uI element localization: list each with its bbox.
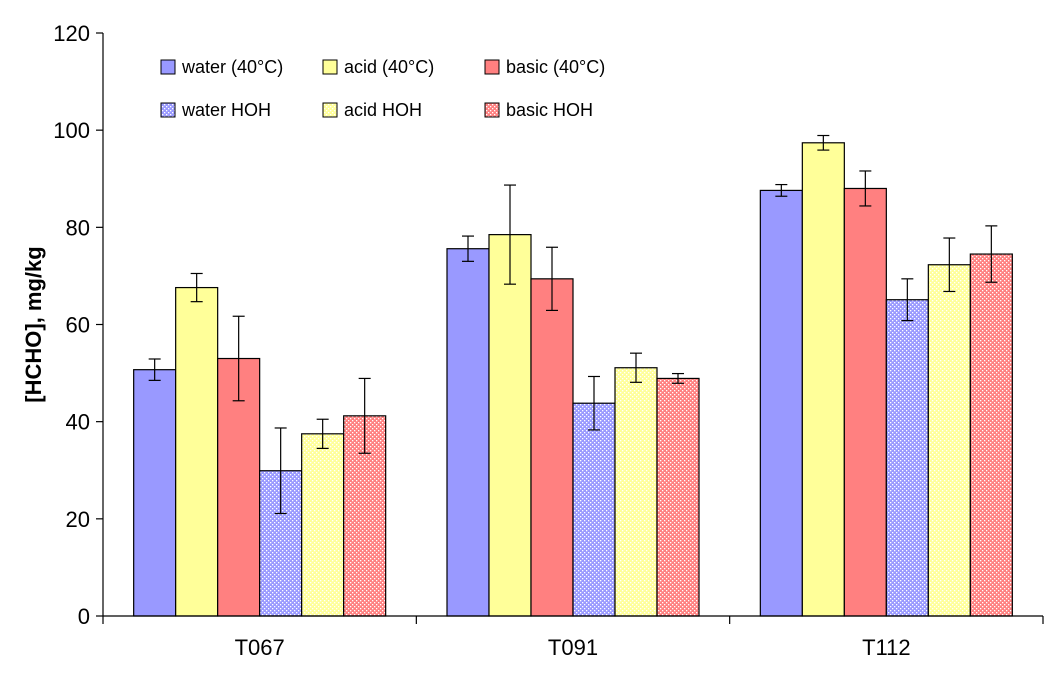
bar-basic-40-c-t112 <box>843 187 887 617</box>
y-axis-title: [HCHO], mg/kg <box>21 246 46 402</box>
bar-acid-hoh-t112 <box>927 264 971 617</box>
y-tick-label: 100 <box>53 118 90 143</box>
legend-item-basic-40-c: basic (40°C) <box>484 57 605 77</box>
bar-water-40-c-t091 <box>446 248 490 617</box>
error-bar-basic-hoh-t067 <box>358 377 371 454</box>
bar-water-40-c-t067 <box>133 369 177 617</box>
error-bar-water-hoh-t067 <box>274 427 287 515</box>
error-bar-acid-40-c-t067 <box>190 272 203 303</box>
bar-acid-hoh-t091 <box>614 367 658 617</box>
legend: water (40°C) acid (40°C) basic (40°C) water… <box>160 57 605 120</box>
bar-acid-hoh-t067 <box>301 433 345 617</box>
x-category-label: T067 <box>235 635 285 660</box>
error-bar-basic-hoh-t091 <box>672 372 684 384</box>
bar-basic-40-c-t067 <box>217 357 261 617</box>
error-bar-basic-hoh-t112 <box>985 225 998 283</box>
legend-label: acid HOH <box>344 100 422 120</box>
y-tick-label: 40 <box>66 410 90 435</box>
y-tick-label: 20 <box>66 507 90 532</box>
error-bar-water-40-c-t091 <box>462 235 474 262</box>
error-bar-water-hoh-t091 <box>588 375 600 431</box>
legend-item-water-40-c: water (40°C) <box>160 57 283 77</box>
error-bar-acid-hoh-t112 <box>943 237 956 293</box>
legend-swatch <box>160 102 176 118</box>
legend-item-water-hoh: water HOH <box>160 100 271 120</box>
legend-label: water (40°C) <box>181 57 283 77</box>
legend-label: water HOH <box>181 100 271 120</box>
legend-label: acid (40°C) <box>344 57 434 77</box>
y-tick-label: 60 <box>66 313 90 338</box>
bars-layer <box>133 142 1013 617</box>
legend-swatch <box>160 59 176 75</box>
legend-swatch <box>484 59 500 75</box>
legend-swatch <box>322 102 338 118</box>
bar-basic-hoh-t091 <box>656 377 700 617</box>
bar-water-40-c-t112 <box>759 189 803 617</box>
error-bar-basic-40-c-t112 <box>859 170 872 207</box>
legend-item-basic-hoh: basic HOH <box>484 100 593 120</box>
error-bar-acid-40-c-t112 <box>817 134 830 151</box>
error-bar-acid-hoh-t091 <box>630 352 642 383</box>
y-tick-label: 80 <box>66 215 90 240</box>
error-bar-acid-hoh-t067 <box>316 418 329 449</box>
bar-basic-hoh-t112 <box>969 253 1013 617</box>
legend-label: basic (40°C) <box>506 57 605 77</box>
legend-swatch <box>322 59 338 75</box>
axes-layer: 0 20 40 60 80 100 120 T067 T091 T112 [HCHO], mg/kg <box>21 21 1044 660</box>
legend-item-acid-hoh: acid HOH <box>322 100 422 120</box>
error-bar-water-40-c-t067 <box>148 358 161 381</box>
bar-acid-40-c-t112 <box>801 142 845 617</box>
error-bar-water-hoh-t112 <box>901 278 914 322</box>
y-tick-label: 120 <box>53 21 90 46</box>
legend-item-acid-40-c: acid (40°C) <box>322 57 434 77</box>
legend-label: basic HOH <box>506 100 593 120</box>
error-bar-basic-40-c-t091 <box>546 246 558 312</box>
bar-water-hoh-t112 <box>885 299 929 617</box>
y-tick-label: 0 <box>78 604 90 629</box>
error-bar-water-40-c-t112 <box>775 183 788 197</box>
bar-basic-40-c-t091 <box>530 278 574 617</box>
x-category-label: T091 <box>548 635 598 660</box>
legend-swatch <box>484 102 500 118</box>
bar-acid-40-c-t091 <box>488 234 532 617</box>
bar-acid-40-c-t067 <box>175 286 219 617</box>
x-category-label: T112 <box>862 635 911 660</box>
error-bars-layer <box>148 134 998 515</box>
bar-water-hoh-t091 <box>572 402 616 617</box>
error-bar-acid-40-c-t091 <box>504 184 516 285</box>
error-bar-basic-40-c-t067 <box>232 315 245 402</box>
